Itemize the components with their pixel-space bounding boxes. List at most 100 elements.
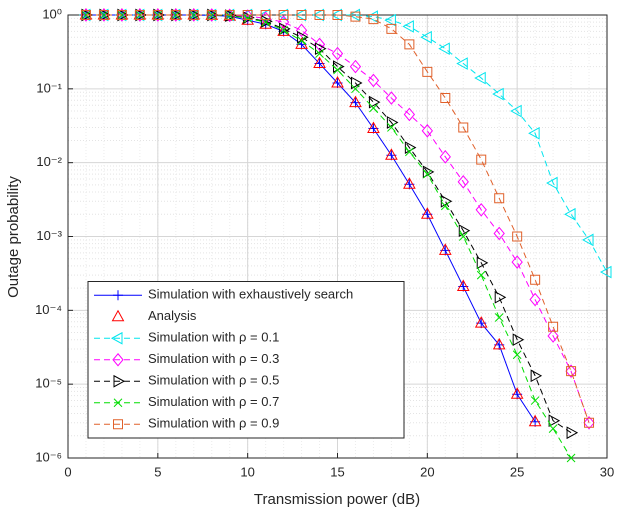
marker [350, 11, 361, 22]
legend-marker [112, 352, 124, 367]
marker [315, 49, 324, 58]
marker [510, 104, 522, 118]
marker [296, 10, 307, 20]
legend-marker [113, 419, 123, 430]
marker [386, 116, 399, 129]
legend-label: Analysis [148, 308, 197, 323]
marker [458, 224, 471, 237]
y-axis-label: Outage probability [5, 176, 22, 298]
marker [420, 207, 434, 219]
marker [548, 424, 558, 433]
marker [530, 369, 543, 383]
marker [260, 10, 271, 20]
marker [457, 175, 469, 189]
marker [368, 95, 381, 109]
legend-marker [110, 331, 123, 345]
y-tick-label: 10⁰ [42, 6, 62, 21]
marker [403, 107, 416, 122]
marker [170, 10, 181, 20]
marker [315, 42, 327, 56]
marker [584, 417, 595, 428]
marker [116, 10, 127, 20]
marker [566, 366, 577, 377]
marker [242, 9, 254, 23]
marker [224, 8, 236, 23]
marker [366, 10, 378, 23]
marker [332, 10, 343, 20]
marker [313, 56, 326, 69]
x-tick-label: 30 [600, 464, 614, 479]
marker [548, 321, 559, 332]
marker [422, 169, 432, 179]
legend-marker [113, 374, 126, 388]
marker [242, 10, 253, 20]
marker [404, 39, 415, 50]
marker [134, 10, 145, 20]
marker [295, 23, 308, 38]
marker [512, 333, 525, 347]
marker [402, 20, 414, 33]
x-tick-label: 25 [510, 464, 524, 479]
legend-label: Simulation with ρ = 0.3 [148, 351, 279, 366]
marker [313, 37, 326, 52]
marker [494, 313, 504, 322]
marker [224, 10, 235, 20]
marker [421, 124, 433, 138]
y-tick-label: 10⁻² [36, 154, 62, 169]
x-tick-label: 15 [330, 464, 344, 479]
marker [583, 415, 595, 430]
marker [261, 15, 273, 28]
marker [528, 414, 542, 427]
marker [438, 42, 450, 56]
marker [351, 84, 360, 94]
marker [547, 329, 559, 343]
marker [476, 154, 487, 165]
marker [314, 10, 325, 20]
marker [349, 59, 362, 74]
marker [367, 73, 380, 88]
legend-label: Simulation with ρ = 0.9 [148, 416, 279, 431]
marker [492, 337, 506, 350]
marker [367, 121, 380, 134]
marker [458, 122, 469, 133]
marker [492, 87, 504, 101]
marker [440, 201, 450, 211]
marker [405, 147, 414, 157]
marker [386, 23, 397, 34]
marker [439, 150, 451, 164]
marker [456, 279, 470, 292]
marker [475, 203, 487, 217]
marker [98, 10, 109, 20]
marker [494, 290, 507, 304]
marker [564, 207, 576, 221]
marker [206, 10, 217, 20]
marker [333, 65, 342, 75]
marker [384, 13, 396, 27]
marker [599, 265, 612, 279]
y-tick-label: 10⁻⁶ [35, 449, 62, 464]
marker [565, 364, 577, 378]
marker [369, 103, 378, 113]
marker [493, 226, 505, 241]
marker [277, 15, 290, 29]
marker [331, 75, 344, 88]
marker [279, 25, 288, 35]
marker [420, 30, 432, 44]
marker [474, 316, 488, 328]
marker [546, 176, 558, 190]
marker [171, 10, 181, 20]
y-tick-label: 10⁻³ [36, 228, 62, 243]
legend-label: Simulation with ρ = 0.5 [148, 373, 279, 388]
marker [204, 8, 217, 22]
x-tick-label: 10 [240, 464, 254, 479]
marker [512, 231, 523, 242]
marker [530, 396, 540, 405]
marker [350, 76, 363, 90]
marker [566, 453, 576, 463]
legend: Simulation with exhaustively search Analy… [87, 281, 405, 439]
legend-marker [111, 309, 125, 322]
marker [440, 194, 453, 208]
marker [440, 93, 451, 104]
marker [458, 232, 468, 241]
